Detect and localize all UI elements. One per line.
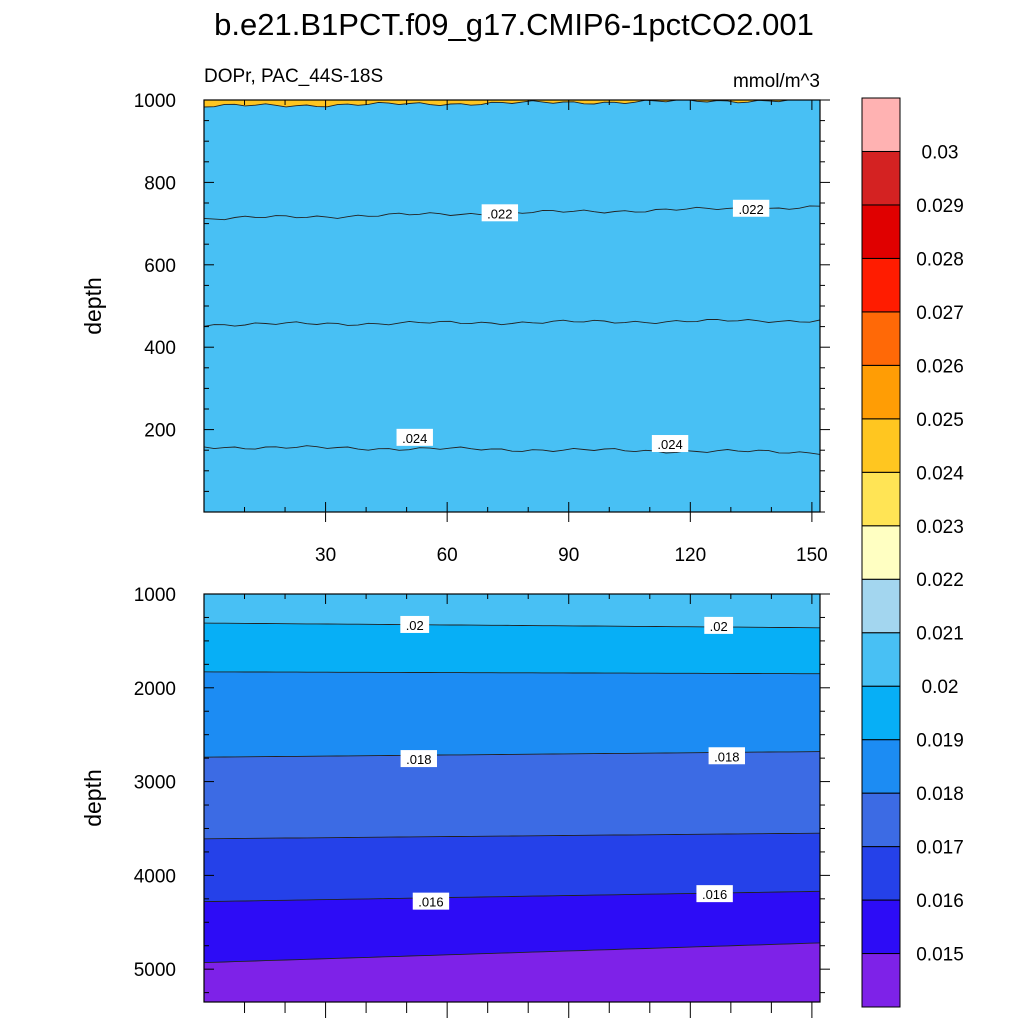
contour-line <box>204 445 820 455</box>
contour-label: .016 <box>702 887 727 902</box>
x-tick-label: 120 <box>674 545 706 566</box>
colorbar-label: 0.016 <box>916 891 964 912</box>
x-tick-label: 150 <box>796 545 828 566</box>
y-tick-label: 2000 <box>134 679 176 700</box>
contour-line <box>204 318 820 327</box>
colorbar-label: 0.03 <box>922 142 959 163</box>
y-tick-label: 3000 <box>134 773 176 794</box>
units-label: mmol/m^3 <box>733 71 820 92</box>
y-tick-label: 5000 <box>134 960 176 981</box>
lower-panel: .02 .02 .018 .018 .016 .016 1000 2000 3000 4000 50… <box>80 585 830 1018</box>
y-tick-label: 4000 <box>134 866 176 887</box>
y-axis-label: depth <box>80 769 106 827</box>
colorbar-swatch <box>861 311 901 366</box>
chart-title: b.e21.B1PCT.f09_g17.CMIP6-1pctCO2.001 <box>214 7 814 42</box>
colorbar-label: 0.018 <box>916 784 964 805</box>
colorbar-swatch <box>861 418 901 473</box>
colorbar-label: 0.022 <box>916 570 964 591</box>
contour-label: .02 <box>710 619 728 634</box>
contour-label: .022 <box>738 202 763 217</box>
colorbar-swatch <box>861 685 901 741</box>
contour-line <box>204 671 820 675</box>
contour-label-bg <box>708 747 745 765</box>
colorbar-swatch <box>861 257 901 313</box>
plot-frame <box>203 593 821 1003</box>
colorbar-swatch <box>861 953 901 1008</box>
variable-label: DOPr, PAC_44S-18S <box>204 66 383 87</box>
colorbar-label: 0.029 <box>916 196 964 217</box>
colorbar-swatch <box>861 204 901 259</box>
contour-label-bg <box>396 428 433 446</box>
colorbar-swatch <box>861 97 901 152</box>
colorbar-swatch <box>861 364 901 420</box>
contour-label: .022 <box>487 206 512 221</box>
colorbar-swatch <box>861 525 901 580</box>
contour-fills <box>204 100 820 512</box>
colorbar-swatch <box>861 150 901 206</box>
contour-label-bg <box>696 885 733 903</box>
upper-panel: .024 .024 .022 .022 30 60 90 120 150 200 400 600 800… <box>80 91 830 566</box>
colorbar-label: 0.023 <box>916 517 964 538</box>
colorbar-label: 0.021 <box>916 624 964 645</box>
y-tick-label: 200 <box>144 421 176 442</box>
x-tick-label: 60 <box>437 545 458 566</box>
colorbar: 0.015 0.016 0.017 0.018 0.019 0.02 0.021 0.022 0… <box>861 97 964 1008</box>
y-tick-label: 1000 <box>134 91 176 112</box>
colorbar-label: 0.027 <box>916 303 964 324</box>
y-tick-label: 1000 <box>134 585 176 606</box>
colorbar-swatch <box>861 846 901 901</box>
colorbar-label: 0.028 <box>916 249 964 270</box>
y-tick-label: 800 <box>144 173 176 194</box>
contour-label: .024 <box>402 431 427 446</box>
colorbar-label: 0.017 <box>916 838 964 859</box>
colorbar-swatch <box>861 578 901 634</box>
contour-label-bg <box>400 615 430 633</box>
contour-label-bg <box>412 892 450 910</box>
y-tick-label: 600 <box>144 256 176 277</box>
colorbar-label: 0.02 <box>922 677 959 698</box>
x-tick-label: 90 <box>558 545 579 566</box>
contour-label-bg <box>732 199 770 217</box>
contour-label-bg <box>400 750 437 768</box>
contour-label: .018 <box>406 752 431 767</box>
contour-label: .02 <box>406 618 424 633</box>
contour-label: .016 <box>418 895 443 910</box>
colorbar-label: 0.026 <box>916 356 964 377</box>
y-tick-label: 400 <box>144 338 176 359</box>
contour-band <box>204 100 820 512</box>
contour-label-bg <box>704 616 734 634</box>
colorbar-label: 0.025 <box>916 410 964 431</box>
colorbar-swatch <box>861 792 901 848</box>
contour-fills <box>204 594 820 1002</box>
colorbar-label: 0.019 <box>916 731 964 752</box>
colorbar-swatch <box>861 739 901 794</box>
colorbar-swatch <box>861 471 901 527</box>
x-tick-label: 30 <box>315 545 336 566</box>
y-axis-label: depth <box>80 277 106 335</box>
contour-band <box>204 942 820 1002</box>
contour-line <box>204 832 820 840</box>
colorbar-swatch <box>861 632 901 687</box>
colorbar-label: 0.015 <box>916 945 964 966</box>
contour-line <box>204 942 820 964</box>
contour-label: .018 <box>714 749 739 764</box>
contour-label-bg <box>651 435 689 453</box>
colorbar-swatch <box>861 899 901 955</box>
contour-label: .024 <box>657 437 682 452</box>
colorbar-label: 0.024 <box>916 463 964 484</box>
contour-label-bg <box>481 204 519 222</box>
